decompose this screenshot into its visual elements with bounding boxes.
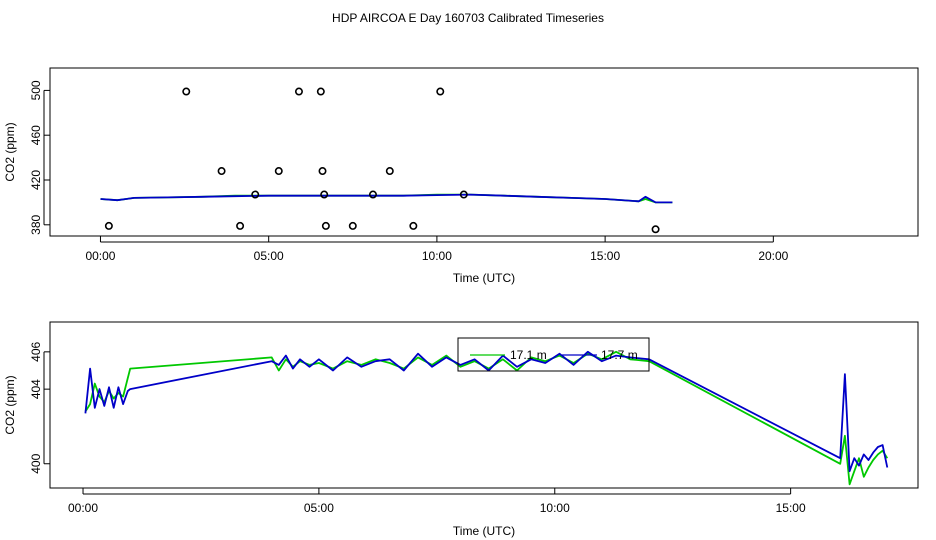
bottom-x-tick-label: 15:00: [776, 501, 806, 515]
bottom-y-axis: 400 404 406: [29, 342, 50, 474]
legend: 17.1 m 17.7 m: [457, 337, 650, 372]
scatter-point: [459, 190, 468, 199]
scatter-point: [318, 167, 327, 176]
scatter-point: [236, 221, 245, 230]
bottom-x-tick-label: 00:00: [68, 501, 98, 515]
scatter-point: [348, 221, 357, 230]
scatter-point: [217, 167, 226, 176]
bottom-x-axis: 00:00 05:00 10:00 15:00: [68, 488, 806, 515]
scatter-point: [274, 167, 283, 176]
top-x-tick-label: 10:00: [422, 249, 452, 263]
bottom-series-line-blue: [84, 350, 889, 473]
bottom-y-tick-label: 400: [29, 453, 43, 473]
scatter-point: [316, 87, 325, 96]
top-y-axis-label: CO2 (ppm): [3, 122, 17, 181]
bottom-y-axis-label: CO2 (ppm): [3, 375, 17, 434]
scatter-point: [251, 190, 260, 199]
scatter-point: [294, 87, 303, 96]
bottom-y-tick-label: 404: [29, 379, 43, 399]
scatter-point: [182, 87, 191, 96]
top-y-axis: 380 420 460 500: [29, 80, 50, 235]
top-x-tick-label: 15:00: [590, 249, 620, 263]
top-x-tick-label: 00:00: [85, 249, 115, 263]
bottom-y-tick-label: 406: [29, 342, 43, 362]
scatter-point: [321, 221, 330, 230]
scatter-point: [320, 190, 329, 199]
scatter-point: [651, 225, 660, 234]
bottom-x-tick-label: 05:00: [304, 501, 334, 515]
bottom-x-axis-label: Time (UTC): [453, 524, 515, 538]
top-y-tick-label: 500: [29, 80, 43, 100]
top-y-tick-label: 420: [29, 170, 43, 190]
scatter-point: [436, 87, 445, 96]
top-panel: 00:00 05:00 10:00 15:00 20:00 380 420 460 500 T…: [3, 67, 919, 285]
top-plot-frame: [49, 67, 919, 237]
top-points-group: [104, 87, 660, 234]
bottom-plot-frame: [49, 321, 919, 489]
bottom-series-group: [84, 350, 889, 486]
legend-label-17-7m: 17.7 m: [601, 348, 638, 362]
top-x-tick-label: 20:00: [758, 249, 788, 263]
legend-box: [457, 337, 650, 372]
legend-label-17-1m: 17.1 m: [510, 348, 547, 362]
top-y-tick-label: 380: [29, 214, 43, 234]
top-series-line-blue: [100, 193, 673, 204]
top-series-group: [100, 193, 673, 204]
scatter-point: [409, 221, 418, 230]
scatter-point: [368, 190, 377, 199]
scatter-point: [385, 167, 394, 176]
top-x-tick-label: 05:00: [254, 249, 284, 263]
bottom-series-line-green: [84, 350, 889, 486]
bottom-panel: 00:00 05:00 10:00 15:00 400 404 406 Time (UTC…: [3, 321, 919, 538]
top-x-axis: 00:00 05:00 10:00 15:00 20:00: [85, 236, 789, 263]
chart-title: HDP AIRCOA E Day 160703 Calibrated Times…: [332, 11, 604, 25]
bottom-x-tick-label: 10:00: [540, 501, 570, 515]
top-x-axis-label: Time (UTC): [453, 271, 515, 285]
scatter-point: [104, 221, 113, 230]
top-y-tick-label: 460: [29, 125, 43, 145]
